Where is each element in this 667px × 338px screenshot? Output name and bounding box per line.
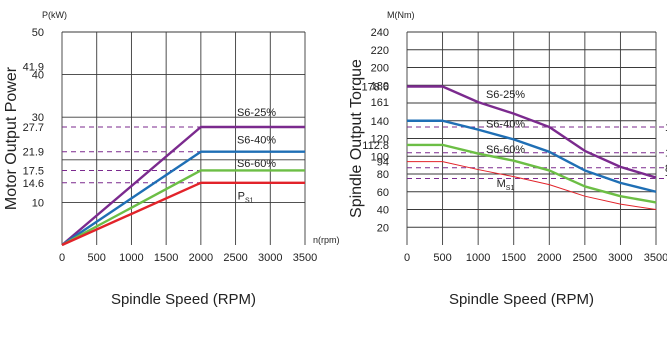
x-tick-label: 500 [88,252,106,264]
series-line-s6-40- [61,150,305,246]
y-tick-label: 60 [377,187,389,199]
y-axis-title: Spindle Output Torque [348,59,365,218]
series-line-p-s1 [61,181,305,247]
x-tick-label: 1000 [466,252,490,264]
y-tick-label: 100 [371,151,389,163]
x-tick-label: 3500 [644,252,667,264]
series-annotation: MS1 [497,178,515,192]
y-tick-label: 21.9 [23,147,44,159]
series-annotation: S6-25% [486,89,525,101]
x-tick-label: 2000 [189,252,213,264]
x-tick-label: 3500 [293,252,317,264]
series-annotation: S6-60% [237,158,276,170]
right-edge-label: 8 [665,163,667,175]
y-tick-label: 20 [377,222,389,234]
x-tick-label: 2500 [573,252,597,264]
y-tick-label: 14.6 [23,178,44,190]
series-annotation: S6-60% [486,144,525,156]
series-annotation: S6-25% [237,107,276,119]
x-tick-label: 3000 [608,252,632,264]
x-tick-label: 2000 [537,252,561,264]
y-tick-label: 161 [371,97,389,109]
series-annotation: S6-40% [237,134,276,146]
x-tick-label: 3000 [258,252,282,264]
x-tick-label: 0 [404,252,410,264]
series-line-s6-60- [61,169,305,247]
y-tick-label: 120 [371,134,389,146]
y-tick-label: 112.8 [362,140,389,152]
y-tick-label: 40 [32,70,44,82]
series-annotation: S6-40% [486,118,525,130]
y-tick-label: 30 [32,112,44,124]
series-line-s6-60- [407,143,657,204]
chart-panel-1: 0 500 1000 1500 2000 2500 3000 3500 20 40 60 809410… [348,10,667,308]
y-tick-label: 94 [377,157,389,169]
y-tick-label: 200 [371,63,389,75]
y-tick-label: 80 [377,169,389,181]
x-tick-label: 1000 [119,252,143,264]
x-axis-title: Spindle Speed (RPM) [111,291,256,308]
y-axis-title: Motor Output Power [3,66,20,210]
y-tick-label: 240 [371,27,389,39]
x-axis-title: Spindle Speed (RPM) [449,291,594,308]
y-tick-label: 10 [32,197,44,209]
x-tick-label: 500 [433,252,451,264]
series-line-s6-40- [407,119,657,193]
y-tick-label: 27.7 [23,122,44,134]
series-line-s6-25- [61,125,305,246]
y-unit-label: M(Nm) [387,10,415,20]
y-tick-label: 17.5 [23,165,44,177]
y-tick-label: 180 [371,80,389,92]
y-tick-label: 140 [371,116,389,128]
x-unit-label: n(rpm) [313,235,340,245]
y-tick-label: 50 [32,27,44,39]
x-tick-label: 0 [59,252,65,264]
y-tick-label: 40 [377,205,389,217]
series-line-s6-25- [407,85,657,179]
y-unit-label: P(kW) [42,10,67,20]
chart-panel-0: 0 500 1000 1500 2000 2500 3000 3500 10 14.617.5 21… [3,10,340,308]
series-annotation: PS1 [238,191,254,205]
x-tick-label: 2500 [223,252,247,264]
y-tick-label: 178.6 [361,81,389,93]
y-tick-label: 220 [371,45,389,57]
series-line-m-s1 [407,161,657,210]
right-edge-label: 1 [665,148,667,160]
x-tick-label: 1500 [501,252,525,264]
right-edge-label: 1 [665,122,667,134]
y-tick-label: 41.9 [23,62,44,74]
right-edge-label: 7 [665,173,667,185]
x-tick-label: 1500 [154,252,178,264]
